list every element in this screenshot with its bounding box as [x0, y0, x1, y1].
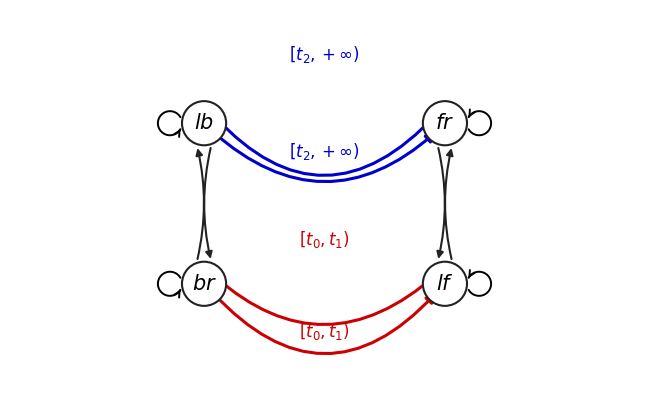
- FancyArrowPatch shape: [204, 148, 212, 257]
- Circle shape: [423, 101, 467, 145]
- FancyArrowPatch shape: [437, 148, 445, 257]
- FancyArrowPatch shape: [215, 114, 436, 175]
- Text: $lb$: $lb$: [194, 113, 214, 133]
- FancyArrowPatch shape: [215, 275, 436, 324]
- FancyArrowPatch shape: [197, 150, 204, 259]
- Circle shape: [182, 262, 226, 306]
- Text: $[t_2, +\infty)$: $[t_2, +\infty)$: [289, 44, 360, 66]
- FancyArrowPatch shape: [445, 150, 452, 259]
- Circle shape: [423, 262, 467, 306]
- FancyArrowPatch shape: [213, 132, 434, 182]
- Text: $[t_0, t_1)$: $[t_0, t_1)$: [299, 322, 350, 342]
- Text: $br$: $br$: [191, 274, 217, 294]
- Text: $[t_0, t_1)$: $[t_0, t_1)$: [299, 229, 350, 250]
- Text: $[t_2, +\infty)$: $[t_2, +\infty)$: [289, 141, 360, 162]
- Text: $fr$: $fr$: [435, 113, 454, 133]
- FancyArrowPatch shape: [213, 293, 434, 354]
- Circle shape: [182, 101, 226, 145]
- Text: $lf$: $lf$: [436, 274, 454, 294]
